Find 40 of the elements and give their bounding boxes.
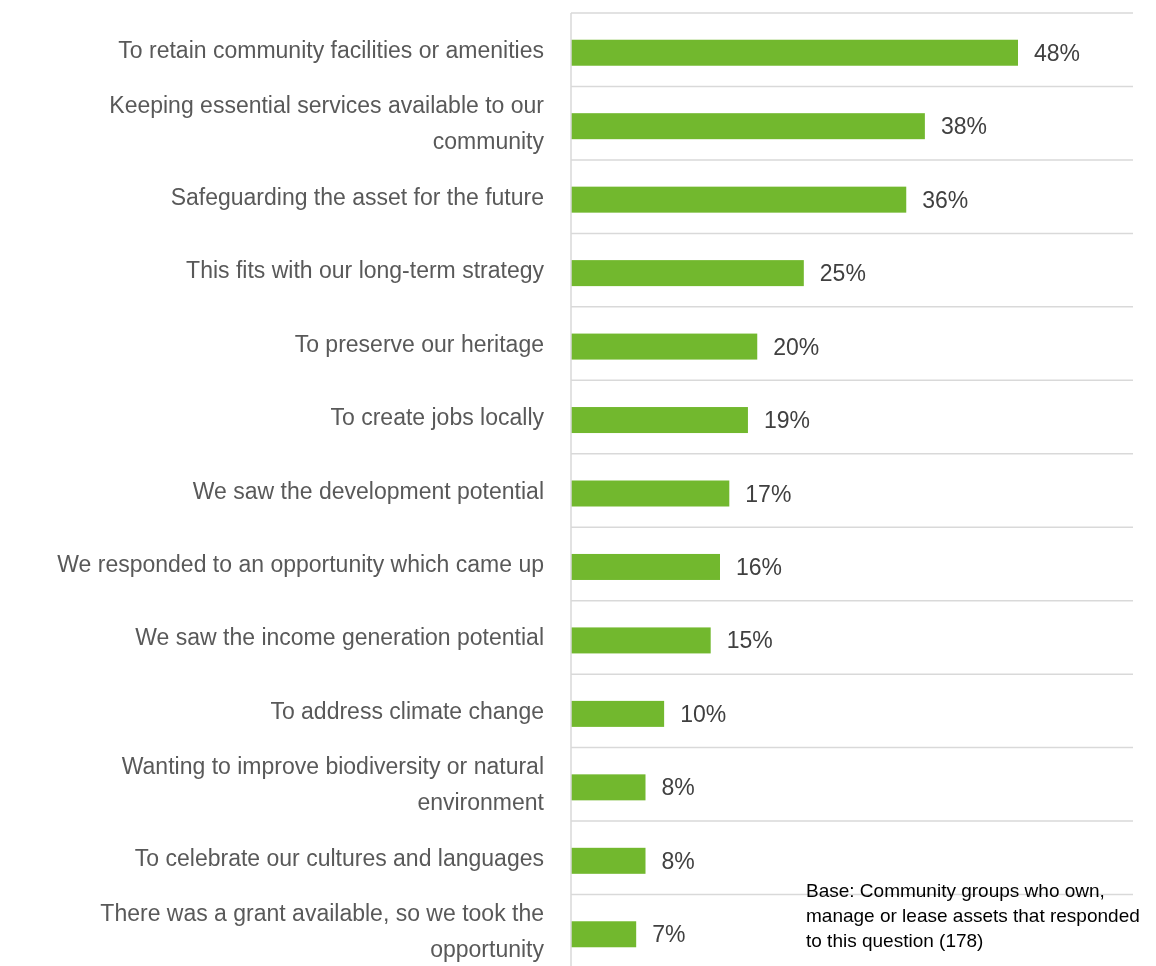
y-tick-label: To celebrate our cultures and languages (134, 844, 544, 871)
y-tick-label: We saw the development potential (192, 477, 544, 504)
data-label: 19% (763, 407, 810, 434)
y-tick-label: To preserve our heritage (294, 330, 544, 357)
y-tick-label: Safeguarding the asset for the future (170, 183, 544, 210)
data-label: 25% (819, 260, 866, 287)
data-label: 17% (745, 480, 792, 507)
data-label: 8% (661, 774, 695, 801)
data-label: 8% (661, 847, 695, 874)
bar (571, 847, 646, 874)
bar (571, 186, 907, 213)
bar (571, 700, 665, 727)
y-tick-label: Wanting to improve biodiversity or natural environment (121, 753, 545, 816)
y-tick-label: Keeping essential services available to our community (109, 92, 545, 155)
y-tick-label: This fits with our long-term strategy (186, 257, 545, 284)
y-tick-label: To retain community facilities or amenities (118, 36, 544, 63)
bar (571, 921, 637, 948)
bar (571, 113, 925, 140)
data-label: 10% (680, 700, 727, 727)
data-label: 48% (1034, 39, 1081, 66)
bar (571, 480, 730, 507)
bar (571, 553, 720, 580)
bar (571, 407, 748, 434)
data-label: 15% (726, 627, 773, 654)
y-tick-label: To create jobs locally (330, 404, 545, 431)
data-label: 38% (940, 113, 987, 140)
y-tick-label: To address climate change (270, 697, 544, 724)
y-tick-label: We responded to an opportunity which came up (57, 550, 544, 577)
data-label: 20% (773, 333, 820, 360)
bar (571, 39, 1018, 66)
y-tick-label: We saw the income generation potential (135, 624, 544, 651)
bar (571, 260, 804, 287)
bar (571, 333, 758, 360)
data-label: 7% (652, 921, 686, 948)
data-label: 16% (736, 553, 783, 580)
bar (571, 627, 711, 654)
data-label: 36% (922, 186, 969, 213)
bar (571, 774, 646, 801)
annotation: Base: Community groups who own, manage or lease assets that responded to this question (178) (806, 880, 1140, 951)
y-tick-label: There was a grant available, so we took the opportunity (100, 900, 545, 963)
